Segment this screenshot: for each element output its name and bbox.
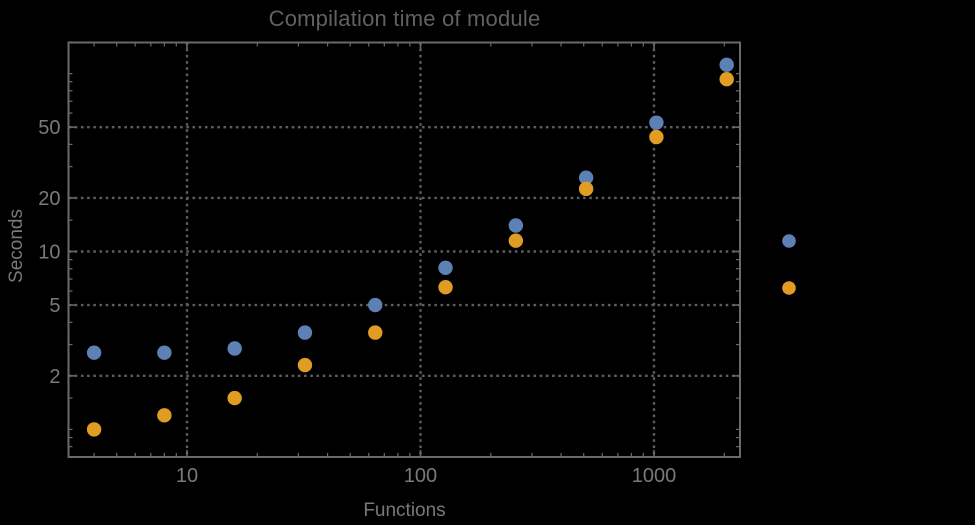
data-point-series-1: [508, 218, 524, 233]
y-tick-label: 10: [38, 242, 60, 264]
data-point-series-1: [649, 115, 664, 130]
x-tick-label: 100: [404, 465, 437, 487]
data-point-series-1: [719, 57, 734, 73]
data-point-series-2: [438, 279, 453, 295]
data-point-series-2: [227, 390, 242, 406]
data-point-series-1: [297, 325, 313, 340]
data-point-series-2: [297, 357, 313, 373]
data-point-series-2: [86, 422, 102, 437]
data-point-series-1: [438, 260, 453, 275]
data-point-series-1: [368, 297, 383, 313]
data-point-series-2: [157, 408, 172, 423]
x-axis-label: Functions: [363, 500, 446, 521]
y-tick-label: 20: [38, 188, 60, 210]
y-tick-label: 50: [38, 117, 60, 139]
plot-title: Compilation time of module: [268, 6, 541, 31]
data-point-series-2: [649, 129, 664, 145]
legend-marker-2: [782, 281, 796, 295]
data-point-series-2: [578, 181, 594, 197]
y-tick-label: 2: [49, 366, 60, 388]
x-tick-label: 10: [176, 465, 198, 487]
data-point-series-1: [86, 345, 102, 360]
plot-frame: [67, 41, 741, 458]
x-tick-label: 1000: [632, 465, 677, 487]
y-tick-label: 5: [49, 295, 60, 317]
data-point-series-1: [227, 341, 242, 356]
y-axis-label: Seconds: [6, 209, 27, 283]
data-point-series-2: [368, 325, 383, 340]
legend-marker-1: [782, 234, 796, 248]
data-point-series-1: [157, 345, 172, 360]
data-point-series-1: [578, 170, 594, 185]
data-point-series-2: [508, 233, 524, 248]
data-point-series-2: [719, 72, 734, 87]
